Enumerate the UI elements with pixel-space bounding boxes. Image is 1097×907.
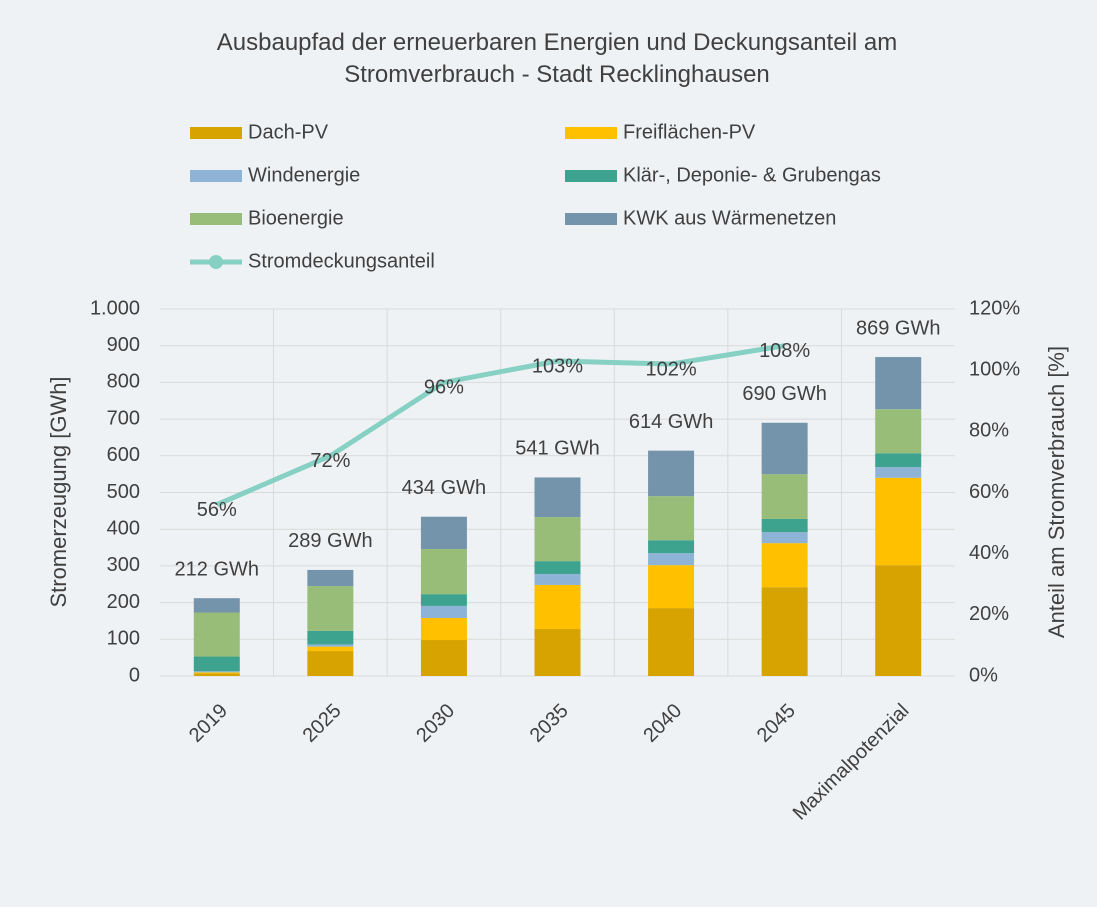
legend-label: Stromdeckungsanteil [248, 250, 435, 272]
line-value-label: 56% [197, 499, 237, 521]
bar-segment [193, 673, 240, 676]
y2-tick-label: 20% [969, 603, 1009, 625]
bar-segment [307, 644, 354, 647]
bar-segment [534, 629, 581, 676]
legend-swatch [190, 213, 242, 225]
total-label: 212 GWh [175, 558, 259, 580]
bar-segment [875, 453, 922, 468]
bar-segment [534, 584, 581, 630]
y-tick-label: 700 [107, 407, 140, 429]
bar-segment [307, 651, 354, 676]
y-axis-label: Stromerzeugung [GWh] [46, 376, 71, 607]
y-tick-label: 800 [107, 371, 140, 393]
y-tick-label: 100 [107, 628, 140, 650]
bar-segment [193, 656, 240, 672]
y2-tick-label: 40% [969, 542, 1009, 564]
total-label: 289 GWh [288, 530, 372, 552]
bar-segment [420, 605, 467, 619]
y2-axis-label: Anteil am Stromverbrauch [%] [1044, 346, 1069, 638]
bar-segment [420, 549, 467, 595]
bar-segment [648, 565, 695, 609]
bar-segment [648, 553, 695, 566]
legend-swatch [190, 127, 242, 139]
bar-segment [875, 357, 922, 410]
y-tick-label: 400 [107, 517, 140, 539]
total-label: 690 GWh [742, 383, 826, 405]
bar-segment [761, 543, 808, 588]
line-value-label: 96% [424, 377, 464, 399]
line-value-label: 72% [310, 450, 350, 472]
total-label: 869 GWh [856, 317, 940, 339]
y2-tick-label: 0% [969, 664, 998, 686]
bar-segment [648, 540, 695, 554]
bar-segment [648, 450, 695, 497]
bar-segment [420, 516, 467, 550]
legend-swatch [190, 170, 242, 182]
legend-label: Bioenergie [248, 207, 344, 229]
bar-segment [648, 496, 695, 541]
bar-segment [534, 477, 581, 518]
total-label: 614 GWh [629, 411, 713, 433]
bar-segment [761, 532, 808, 544]
y-tick-label: 900 [107, 334, 140, 356]
legend-label: Windenergie [248, 164, 360, 186]
bar-segment [307, 586, 354, 631]
bar-segment [193, 671, 240, 673]
bar-segment [420, 594, 467, 606]
bar-segment [193, 672, 240, 674]
bar-segment [307, 569, 354, 587]
bar-segment [761, 422, 808, 475]
y-tick-label: 200 [107, 591, 140, 613]
legend-swatch [565, 127, 617, 139]
legend-label: Freiflächen-PV [623, 121, 756, 143]
bar-segment [307, 646, 354, 652]
y2-tick-label: 80% [969, 420, 1009, 442]
y2-tick-label: 60% [969, 481, 1009, 503]
line-value-label: 108% [759, 340, 810, 362]
y2-tick-label: 100% [969, 358, 1020, 380]
bar-segment [875, 477, 922, 566]
y-tick-label: 300 [107, 554, 140, 576]
bar-segment [193, 612, 240, 657]
bar-segment [875, 565, 922, 676]
y-tick-label: 600 [107, 444, 140, 466]
total-label: 541 GWh [515, 438, 599, 460]
bar-segment [534, 573, 581, 585]
total-label: 434 GWh [402, 477, 486, 499]
bar-segment [875, 467, 922, 478]
line [215, 343, 786, 508]
line-value-label: 102% [645, 358, 696, 380]
bar-segment [534, 561, 581, 574]
bar-segment [420, 640, 467, 676]
bar-segment [875, 409, 922, 454]
legend-swatch [565, 213, 617, 225]
bar-segment [534, 517, 581, 562]
bar-segment [193, 598, 240, 613]
bar-segment [648, 608, 695, 676]
y2-tick-label: 120% [969, 297, 1020, 319]
legend-marker [209, 255, 223, 269]
bar-segment [761, 518, 808, 533]
chart-title: Ausbaupfad der erneuerbaren Energien und… [217, 29, 897, 88]
bar-segment [761, 474, 808, 519]
legend-label: Dach-PV [248, 121, 329, 143]
y-tick-label: 1.000 [90, 297, 140, 319]
legend-swatch [565, 170, 617, 182]
y-tick-label: 500 [107, 481, 140, 503]
y-tick-label: 0 [129, 664, 140, 686]
bar-segment [420, 618, 467, 641]
legend-label: KWK aus Wärmenetzen [623, 207, 836, 229]
bar-segment [307, 630, 354, 645]
line-value-label: 103% [532, 355, 583, 377]
legend-label: Klär-, Deponie- & Grubengas [623, 164, 881, 186]
bar-segment [761, 587, 808, 676]
